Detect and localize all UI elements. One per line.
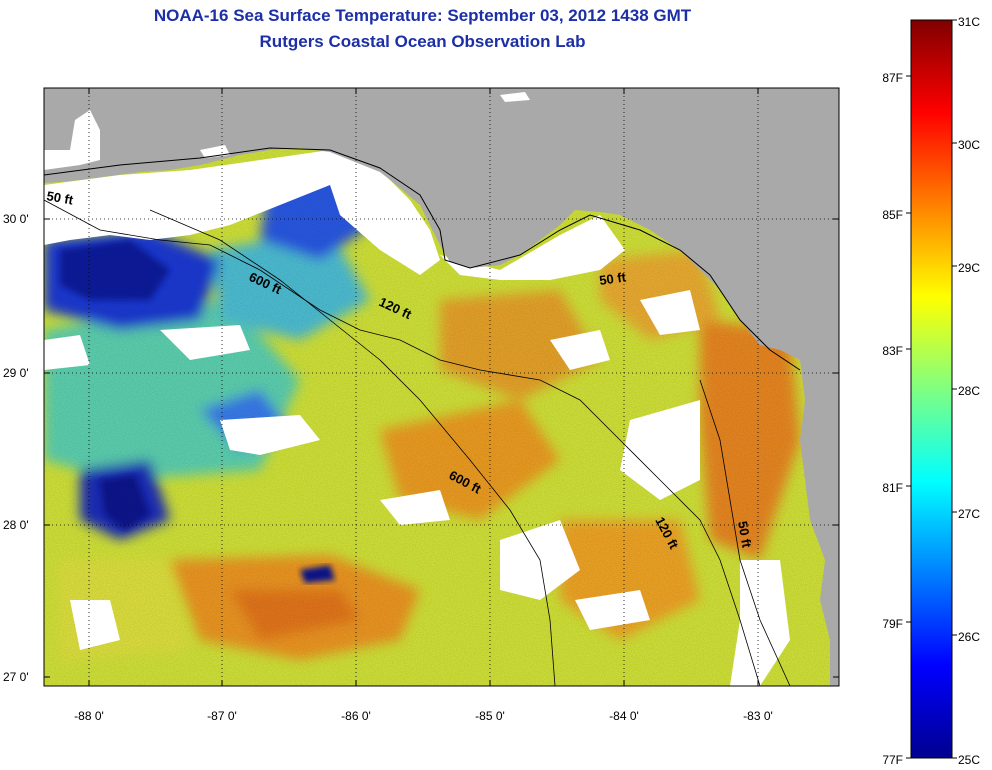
contour-label-50ft-east: 50 ft bbox=[598, 269, 627, 288]
cloud-mask bbox=[44, 150, 790, 686]
colorbar-f-label: 87F bbox=[882, 71, 903, 85]
map-grid bbox=[44, 88, 839, 686]
map-area: 50 ft 600 ft 120 ft 50 ft 600 ft 120 ft … bbox=[44, 88, 839, 686]
axis-ticks bbox=[44, 88, 839, 686]
colorbar-fahrenheit-labels: 87F 85F 83F 81F 79F 77F bbox=[882, 71, 903, 767]
colorbar-f-label: 77F bbox=[882, 753, 903, 767]
colorbar-f-label: 85F bbox=[882, 208, 903, 222]
colorbar-c-label: 30C bbox=[958, 138, 980, 152]
colorbar-c-label: 28C bbox=[958, 384, 980, 398]
lon-label: -86 0' bbox=[341, 709, 371, 723]
colorbar-f-label: 79F bbox=[882, 617, 903, 631]
contour-label-50ft-west: 50 ft bbox=[45, 188, 75, 208]
colorbar-f-label: 81F bbox=[882, 481, 903, 495]
colorbar-ticks bbox=[906, 19, 957, 759]
colorbar-c-label: 31C bbox=[958, 15, 980, 29]
lon-label: -85 0' bbox=[475, 709, 505, 723]
contour-label-50ft-south: 50 ft bbox=[735, 520, 755, 550]
lon-label: -88 0' bbox=[74, 709, 104, 723]
lat-label: 28 0' bbox=[3, 518, 29, 532]
lat-label: 27 0' bbox=[3, 670, 29, 684]
longitude-labels: -88 0' -87 0' -86 0' -85 0' -84 0' -83 0… bbox=[74, 709, 773, 723]
colorbar-f-label: 83F bbox=[882, 344, 903, 358]
chart-title: NOAA-16 Sea Surface Temperature: Septemb… bbox=[153, 6, 692, 25]
bathymetry-contours bbox=[44, 147, 801, 686]
colorbar-c-label: 27C bbox=[958, 507, 980, 521]
lon-label: -84 0' bbox=[609, 709, 639, 723]
map-frame bbox=[43, 87, 840, 687]
latitude-labels: 30 0' 29 0' 28 0' 27 0' bbox=[3, 212, 29, 684]
lon-label: -87 0' bbox=[207, 709, 237, 723]
lon-label: -83 0' bbox=[743, 709, 773, 723]
lat-label: 30 0' bbox=[3, 212, 29, 226]
lat-label: 29 0' bbox=[3, 366, 29, 380]
colorbar: 31C 30C 29C 28C 27C 26C 25C 87F 85F 83F … bbox=[882, 15, 980, 767]
colorbar-gradient bbox=[910, 19, 953, 759]
colorbar-c-label: 25C bbox=[958, 753, 980, 767]
colorbar-c-label: 26C bbox=[958, 630, 980, 644]
chart-subtitle: Rutgers Coastal Ocean Observation Lab bbox=[259, 32, 586, 51]
land bbox=[44, 88, 839, 686]
colorbar-c-label: 29C bbox=[958, 261, 980, 275]
colorbar-celsius-labels: 31C 30C 29C 28C 27C 26C 25C bbox=[958, 15, 980, 767]
